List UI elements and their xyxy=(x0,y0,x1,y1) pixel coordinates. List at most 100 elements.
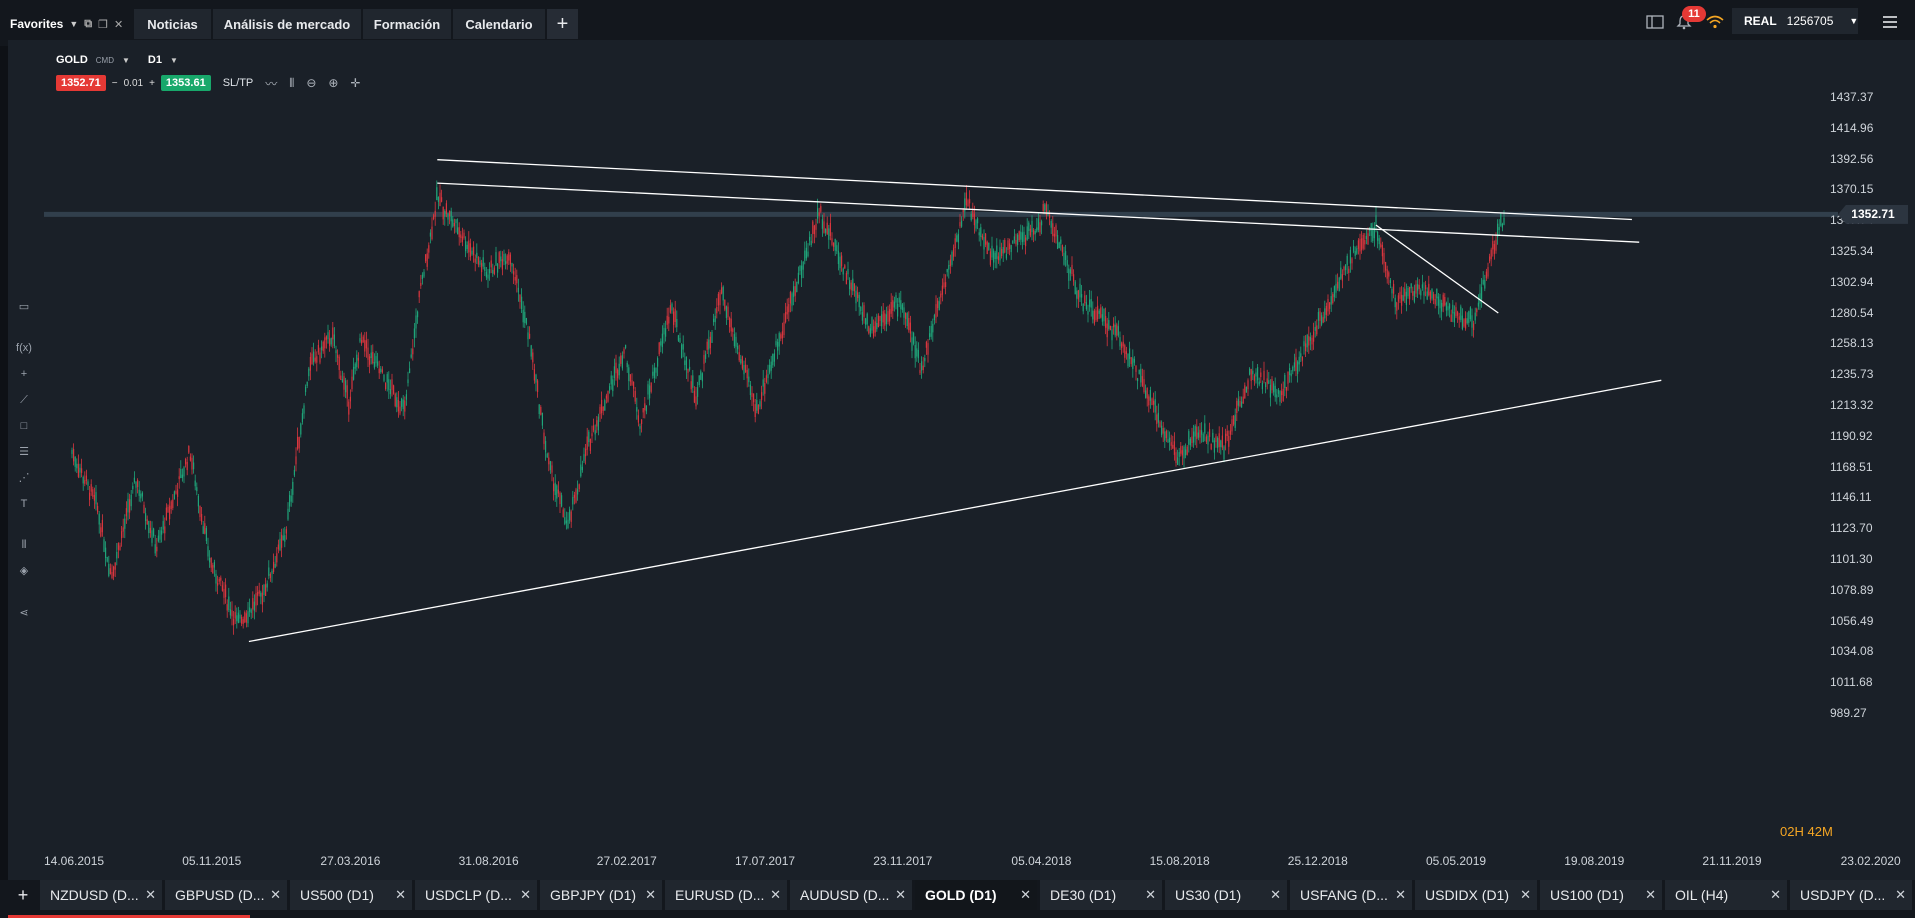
lot-decrease-button[interactable]: − xyxy=(111,77,118,89)
bullish-candle xyxy=(1321,315,1323,325)
buy-button[interactable]: 1353.61 xyxy=(160,75,211,91)
chart-tab[interactable]: OIL (H4) ✕ xyxy=(1665,880,1787,910)
fibonacci-tool-icon[interactable]: ☰ xyxy=(19,446,29,458)
favorites-menu[interactable]: Favorites ▼ ⧉ ❐ ✕ xyxy=(10,10,132,38)
zoom-in-icon[interactable]: ⊕ xyxy=(328,76,339,90)
trendline-tool-icon[interactable]: ⟋ xyxy=(20,394,28,406)
chart-tab[interactable]: US30 (D1) ✕ xyxy=(1165,880,1287,910)
chart-tab[interactable]: USDJPY (D... ✕ xyxy=(1790,880,1912,910)
bearish-candle xyxy=(1001,249,1003,256)
account-selector[interactable]: REAL 1256705 ▼ xyxy=(1732,8,1858,34)
bearish-candle xyxy=(501,259,503,270)
add-tab-button[interactable]: + xyxy=(547,9,579,39)
bullish-candle xyxy=(978,232,980,236)
bearish-candle xyxy=(1015,240,1017,245)
function-icon[interactable]: f(x) xyxy=(16,342,32,354)
close-tab-icon[interactable]: ✕ xyxy=(645,887,656,902)
crosshair-icon[interactable]: ✛ xyxy=(350,76,361,90)
bullish-candle xyxy=(183,467,185,477)
bearish-candle xyxy=(1495,239,1497,251)
add-chart-button[interactable]: + xyxy=(17,884,29,905)
bearish-candle xyxy=(602,406,604,411)
bullish-candle xyxy=(525,318,527,324)
bearish-candle xyxy=(783,321,785,335)
close-tab-icon[interactable]: ✕ xyxy=(1895,887,1906,902)
bullish-candle xyxy=(810,240,812,246)
bearish-candle xyxy=(1393,283,1395,294)
bearish-candle xyxy=(420,282,422,286)
chart-tab[interactable]: NZDUSD (D... ✕ xyxy=(40,880,162,910)
bullish-candle xyxy=(1157,412,1159,423)
price-tick-label: 1392.56 xyxy=(1830,151,1874,166)
bearish-candle xyxy=(1148,396,1150,406)
bullish-candle xyxy=(1402,295,1404,301)
bullish-candle xyxy=(161,530,163,535)
trendline[interactable] xyxy=(248,379,1662,643)
chart-tab[interactable]: DE30 (D1) ✕ xyxy=(1040,880,1162,910)
bullish-candle xyxy=(975,220,977,229)
close-tab-icon[interactable]: ✕ xyxy=(520,887,531,902)
close-icon[interactable]: ✕ xyxy=(114,18,124,31)
close-tab-icon[interactable]: ✕ xyxy=(1520,887,1531,902)
tab-analisis-de-mercado[interactable]: Análisis de mercado xyxy=(213,9,362,39)
zoom-out-icon[interactable]: ⊖ xyxy=(306,76,317,90)
menu-icon[interactable] xyxy=(1882,10,1898,34)
chart-tab[interactable]: US100 (D1) ✕ xyxy=(1540,880,1662,910)
chart-tab[interactable]: GOLD (D1) ✕ xyxy=(915,880,1037,910)
close-tab-icon[interactable]: ✕ xyxy=(770,887,781,902)
trendline-drawings[interactable] xyxy=(248,159,1662,643)
close-tab-icon[interactable]: ✕ xyxy=(1145,887,1156,902)
bearish-candle xyxy=(178,476,180,480)
chart-tab[interactable]: US500 (D1) ✕ xyxy=(290,880,412,910)
symbol-selector[interactable]: GOLD CMD ▼ D1 ▼ xyxy=(56,52,178,68)
lot-increase-button[interactable]: + xyxy=(149,77,155,89)
bearish-candle xyxy=(393,385,395,394)
chart-type-icon[interactable]: 〰 xyxy=(265,76,278,91)
bullish-candle xyxy=(289,495,291,507)
trendline[interactable] xyxy=(437,182,1640,243)
trendline[interactable] xyxy=(1375,224,1499,314)
popout-icon[interactable]: ⧉ xyxy=(84,17,93,30)
tab-noticias[interactable]: Noticias xyxy=(134,9,212,39)
windows-icon[interactable]: ❐ xyxy=(98,18,109,31)
chart-tab[interactable]: AUDUSD (D... ✕ xyxy=(790,880,912,910)
tab-calendario[interactable]: Calendario xyxy=(453,9,546,39)
close-tab-icon[interactable]: ✕ xyxy=(1645,887,1656,902)
close-tab-icon[interactable]: ✕ xyxy=(145,887,156,902)
close-tab-icon[interactable]: ✕ xyxy=(1270,887,1281,902)
bullish-candle xyxy=(713,318,715,322)
chart-tab[interactable]: GBPJPY (D1) ✕ xyxy=(540,880,662,910)
share-icon[interactable]: ⋖ xyxy=(19,607,29,619)
chart-tab[interactable]: USFANG (D... ✕ xyxy=(1290,880,1412,910)
sltp-button[interactable]: SL/TP xyxy=(222,77,254,89)
chart-tab[interactable]: EURUSD (D... ✕ xyxy=(665,880,787,910)
layers-icon[interactable]: ◈ xyxy=(19,565,29,577)
bullish-candle xyxy=(1081,294,1083,298)
candles-icon[interactable]: ⫴ xyxy=(21,539,27,551)
close-tab-icon[interactable]: ✕ xyxy=(270,887,281,902)
bearish-candle xyxy=(668,316,670,324)
close-tab-icon[interactable]: ✕ xyxy=(395,887,406,902)
text-tool-icon[interactable]: T xyxy=(20,498,28,510)
close-tab-icon[interactable]: ✕ xyxy=(1395,887,1406,902)
indicators-icon[interactable]: ⫴ xyxy=(289,75,295,90)
crosshair-tool-icon[interactable]: + xyxy=(20,368,28,380)
trendline[interactable] xyxy=(437,159,1632,221)
chart-tab[interactable]: USDCLP (D... ✕ xyxy=(415,880,537,910)
close-tab-icon[interactable]: ✕ xyxy=(1020,887,1031,902)
tab-formacion[interactable]: Formación xyxy=(363,9,452,39)
bearish-candle xyxy=(953,247,955,257)
timeframe-selector[interactable]: D1 xyxy=(147,54,162,66)
layout-icon[interactable] xyxy=(1646,10,1664,34)
sell-button[interactable]: 1352.71 xyxy=(56,75,106,91)
close-tab-icon[interactable]: ✕ xyxy=(1770,887,1781,902)
chart-tab[interactable]: USDIDX (D1) ✕ xyxy=(1415,880,1537,910)
bullish-candle xyxy=(839,256,841,269)
chart-tab[interactable]: GBPUSD (D... ✕ xyxy=(165,880,287,910)
lot-size-input[interactable]: 0.01 xyxy=(123,77,144,89)
pitchfork-tool-icon[interactable]: ⋰ xyxy=(18,472,30,484)
close-tab-icon[interactable]: ✕ xyxy=(895,887,906,902)
rectangle-tool-icon[interactable]: □ xyxy=(20,420,28,432)
cursor-icon[interactable]: ▭ xyxy=(18,301,30,313)
